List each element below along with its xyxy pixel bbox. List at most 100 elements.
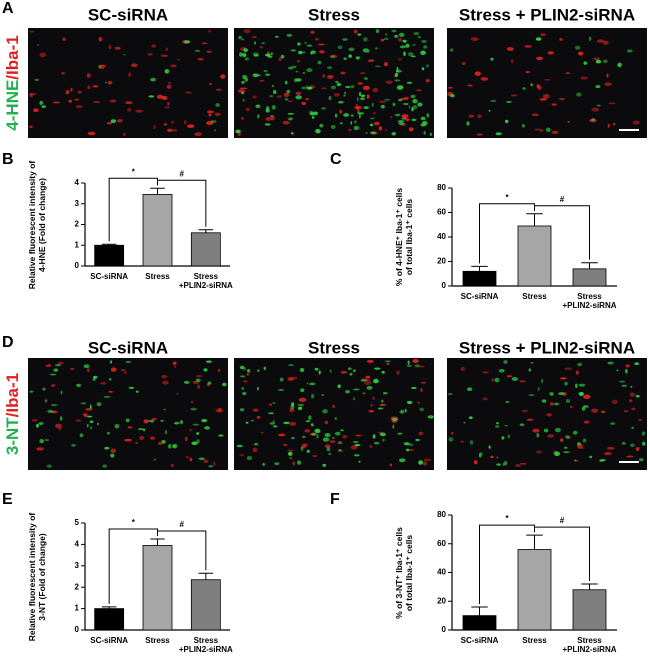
cell-green <box>76 383 81 387</box>
cell-red <box>185 456 190 459</box>
cell-red <box>36 44 40 47</box>
cell-red <box>546 413 553 417</box>
cell-green <box>190 407 197 411</box>
cell-green <box>287 451 293 456</box>
cell-red <box>167 128 173 133</box>
cell-green <box>626 49 633 53</box>
cell-green <box>488 445 491 449</box>
cell-green <box>92 375 98 379</box>
significance-mark: * <box>132 518 136 527</box>
cell-red <box>87 85 91 90</box>
cell-red <box>405 118 410 122</box>
cell-red <box>539 129 544 132</box>
cell-red <box>476 133 483 136</box>
cell-red <box>75 419 82 422</box>
y-tick-label: 80 <box>437 510 446 519</box>
cell-red <box>107 81 113 85</box>
cell-red <box>539 98 547 101</box>
cell-red <box>194 132 202 137</box>
cell-red <box>416 89 422 92</box>
cell-green <box>337 384 341 389</box>
cell-green <box>383 98 391 101</box>
cell-green <box>255 104 261 109</box>
cell-red <box>183 120 187 125</box>
cell-green <box>411 55 416 58</box>
cell-green <box>353 388 360 391</box>
cell-green <box>377 407 383 410</box>
cell-red <box>357 81 363 85</box>
cell-green <box>330 124 336 129</box>
cell-green <box>49 373 57 376</box>
cell-green <box>252 52 259 56</box>
y-axis-label: % of 3-NT⁺ Iba-1⁺ cells of total Iba-1⁺ … <box>394 526 414 619</box>
cell-red <box>533 128 541 131</box>
cell-green <box>295 78 302 82</box>
cell-red <box>237 132 241 137</box>
cell-red <box>31 419 38 422</box>
cell-green <box>334 417 337 420</box>
cell-green <box>39 438 44 444</box>
cell-red <box>310 30 315 34</box>
cell-green <box>521 123 525 128</box>
cell-red <box>510 94 518 97</box>
cell-red <box>398 58 402 61</box>
cell-red <box>69 368 75 370</box>
cell-green <box>42 387 46 391</box>
cell-green <box>38 422 44 425</box>
cell-red <box>403 113 407 118</box>
cell-red <box>176 392 179 395</box>
cell-red <box>339 109 343 114</box>
cell-red <box>604 452 612 456</box>
cell-red <box>542 94 550 99</box>
group-header: Stress + PLIN2-siRNA <box>459 338 635 357</box>
error-bar <box>198 229 214 233</box>
cell-red <box>75 105 83 109</box>
cell-red <box>171 121 174 124</box>
cell-green <box>306 449 310 453</box>
cell-green <box>344 91 347 94</box>
cell-red <box>353 29 358 34</box>
cell-green <box>311 116 315 119</box>
cell-green <box>367 51 370 53</box>
cell-green <box>265 108 270 113</box>
cell-red <box>550 402 554 406</box>
cell-green <box>641 431 646 436</box>
cell-green <box>274 462 280 466</box>
cell-red <box>593 57 600 60</box>
cell-green <box>469 440 474 445</box>
cell-green <box>373 442 380 445</box>
cell-red <box>383 61 389 67</box>
cell-green <box>383 37 389 41</box>
cell-red <box>29 125 33 128</box>
micrograph <box>447 28 647 138</box>
cell-red <box>477 114 482 119</box>
cell-red <box>511 59 514 64</box>
cell-green <box>583 61 588 65</box>
cell-green <box>104 81 108 84</box>
cell-green <box>138 428 144 431</box>
cell-green <box>240 375 245 378</box>
cell-green <box>404 408 407 413</box>
cell-red <box>283 92 290 98</box>
cell-green <box>554 427 561 433</box>
cell-green <box>420 50 426 56</box>
cell-green <box>272 402 276 404</box>
cell-red <box>197 57 204 61</box>
cell-green <box>358 114 361 119</box>
cell-green <box>426 64 429 68</box>
significance-bracket <box>157 179 207 227</box>
cell-red <box>467 84 473 87</box>
y-tick-label: 0 <box>75 261 80 270</box>
cell-green <box>222 382 227 387</box>
cell-red <box>203 459 209 463</box>
cell-green <box>530 83 533 87</box>
significance-mark: # <box>560 195 565 204</box>
stain-label: 3-NT/Iba-1 <box>3 373 22 455</box>
cell-green <box>195 378 201 383</box>
cell-red <box>551 130 559 134</box>
cell-green <box>582 438 587 443</box>
cell-red <box>596 39 605 43</box>
cell-red <box>156 94 164 99</box>
cell-green <box>241 387 245 390</box>
